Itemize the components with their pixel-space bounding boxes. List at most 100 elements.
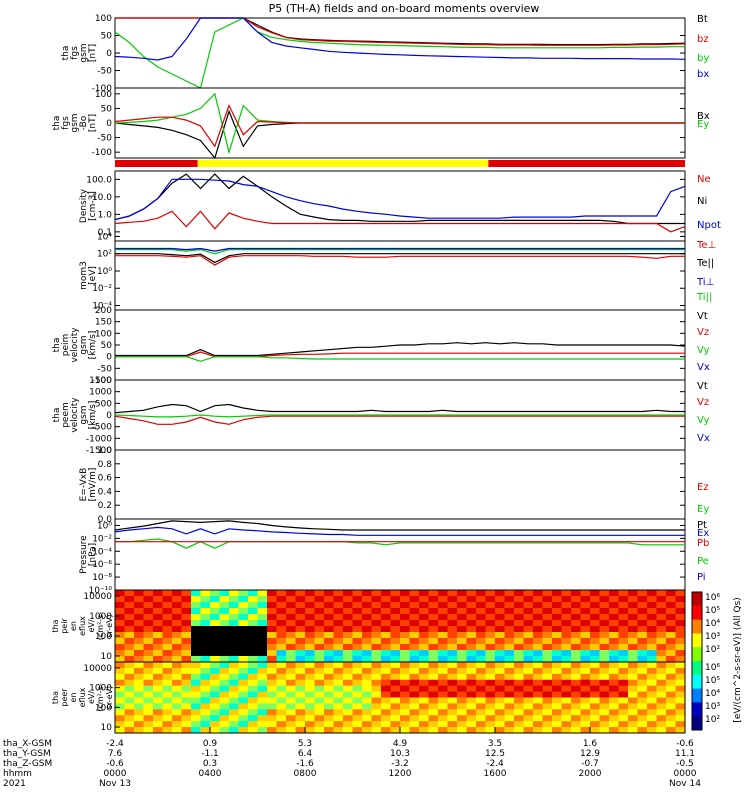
spectrogram-cell bbox=[561, 667, 572, 675]
x-tick-label: 4.9 bbox=[393, 739, 408, 749]
spectrogram-cell bbox=[124, 626, 135, 633]
spectrogram-cell bbox=[238, 608, 249, 615]
spectrogram-cell bbox=[352, 632, 363, 639]
spectrogram-cell bbox=[666, 697, 676, 704]
spectrogram-cell bbox=[191, 638, 201, 645]
spectrogram-cell bbox=[571, 632, 581, 639]
spectrogram-cell bbox=[229, 691, 239, 698]
spectrogram-cell bbox=[276, 715, 287, 722]
spectrogram-cell bbox=[143, 709, 154, 716]
spectrogram-cell bbox=[295, 620, 306, 627]
spectrogram-cell bbox=[542, 709, 553, 716]
x-tick-label: 1200 bbox=[389, 769, 412, 779]
spectrogram-cell bbox=[457, 590, 467, 597]
spectrogram-cell bbox=[314, 685, 325, 693]
spectrogram-cell bbox=[514, 673, 524, 681]
spectrogram-cell bbox=[476, 667, 486, 675]
spectrogram-cell bbox=[286, 703, 296, 710]
spectrogram-cell bbox=[428, 679, 439, 687]
spectrogram-cell bbox=[514, 709, 524, 716]
spectrogram-cell bbox=[238, 685, 249, 693]
y-tick-label: 0 bbox=[106, 411, 112, 421]
spectrogram-cell bbox=[485, 679, 496, 687]
spectrogram-cell bbox=[590, 691, 600, 698]
spectrogram-cell bbox=[419, 650, 429, 657]
spectrogram-cell bbox=[675, 614, 686, 621]
spectrogram-cell bbox=[609, 602, 619, 609]
spectrogram-cell bbox=[210, 638, 220, 645]
spectrogram-cell bbox=[200, 626, 211, 633]
spectrogram-cell bbox=[400, 727, 410, 734]
spectrogram-cell bbox=[666, 650, 676, 657]
spectrogram-cell bbox=[267, 650, 277, 657]
spectrogram-cell bbox=[542, 602, 553, 609]
spectrogram-cell bbox=[466, 709, 477, 716]
spectrogram-cell bbox=[466, 715, 477, 722]
spectrogram-cell bbox=[533, 608, 543, 615]
legend-entry: Ne bbox=[697, 174, 711, 185]
spectrogram-cell bbox=[419, 685, 429, 693]
spectrogram-cell bbox=[400, 620, 410, 627]
spectrogram-cell bbox=[409, 673, 420, 681]
spectrogram-cell bbox=[248, 667, 258, 675]
spectrogram-cell bbox=[257, 656, 268, 663]
legend-entry: Ey bbox=[697, 119, 709, 130]
spectrogram-cell bbox=[305, 596, 315, 603]
x-tick-label: 5.3 bbox=[298, 739, 312, 749]
y-axis-label-line: tha bbox=[51, 691, 60, 704]
spectrogram-cell bbox=[400, 703, 410, 710]
spectrogram-cell bbox=[447, 697, 458, 704]
spectrogram-cell bbox=[210, 709, 220, 716]
spectrogram-cell bbox=[362, 620, 372, 627]
spectrogram-cell bbox=[675, 691, 686, 698]
spectrogram-cell bbox=[305, 709, 315, 716]
spectrogram-cell bbox=[134, 644, 144, 651]
spectrogram-cell bbox=[229, 685, 239, 693]
spectrogram-cell bbox=[457, 656, 467, 663]
spectrogram-cell bbox=[115, 608, 125, 615]
spectrogram-cell bbox=[305, 638, 315, 645]
spectrogram-cell bbox=[153, 691, 163, 698]
y-axis-label: mom3 [eV] bbox=[79, 261, 98, 290]
spectrogram-cell bbox=[514, 590, 524, 597]
spectrogram-cell bbox=[533, 685, 543, 693]
spectrogram-cell bbox=[134, 691, 144, 698]
spectrogram-cell bbox=[485, 727, 496, 734]
spectrogram-cell bbox=[333, 614, 344, 621]
spectrogram-cell bbox=[191, 709, 201, 716]
spectrogram-cell bbox=[276, 602, 287, 609]
spectrogram-cell bbox=[219, 673, 230, 681]
spectrogram-cell bbox=[466, 662, 477, 669]
spectrogram-cell bbox=[447, 614, 458, 621]
y-tick-label: 150 bbox=[95, 318, 112, 328]
y-axis-label-line: (cm²-s- bbox=[96, 612, 105, 641]
mode-bar-segment bbox=[197, 160, 489, 167]
spectrogram-cell bbox=[143, 602, 154, 609]
spectrogram-cell bbox=[466, 602, 477, 609]
spectrogram-cell bbox=[447, 662, 458, 669]
spectrogram-cell bbox=[656, 638, 667, 645]
spectrogram-cell bbox=[466, 626, 477, 633]
spectrogram-cell bbox=[314, 632, 325, 639]
spectrogram-cell bbox=[419, 614, 429, 621]
spectrogram-cell bbox=[390, 685, 401, 693]
spectrogram-cell bbox=[485, 662, 496, 669]
spectrogram-cell bbox=[609, 620, 619, 627]
spectrogram-cell bbox=[542, 596, 553, 603]
spectrogram-cell bbox=[571, 596, 581, 603]
spectrogram-cell bbox=[590, 650, 600, 657]
spectrogram-cell bbox=[267, 662, 277, 669]
spectrogram-cell bbox=[115, 638, 125, 645]
spectrogram-cell bbox=[257, 685, 268, 693]
spectrogram-cell bbox=[571, 709, 581, 716]
spectrogram-cell bbox=[628, 602, 638, 609]
legend-entry: Te⊥ bbox=[696, 240, 716, 251]
spectrogram-cell bbox=[628, 727, 638, 734]
spectrogram-cell bbox=[324, 679, 334, 687]
spectrogram-cell bbox=[504, 697, 515, 704]
spectrogram-cell bbox=[428, 638, 439, 645]
spectrogram-cell bbox=[656, 721, 667, 728]
spectrogram-cell bbox=[647, 608, 657, 615]
spectrogram-cell bbox=[314, 620, 325, 627]
spectrogram-cell bbox=[476, 632, 486, 639]
